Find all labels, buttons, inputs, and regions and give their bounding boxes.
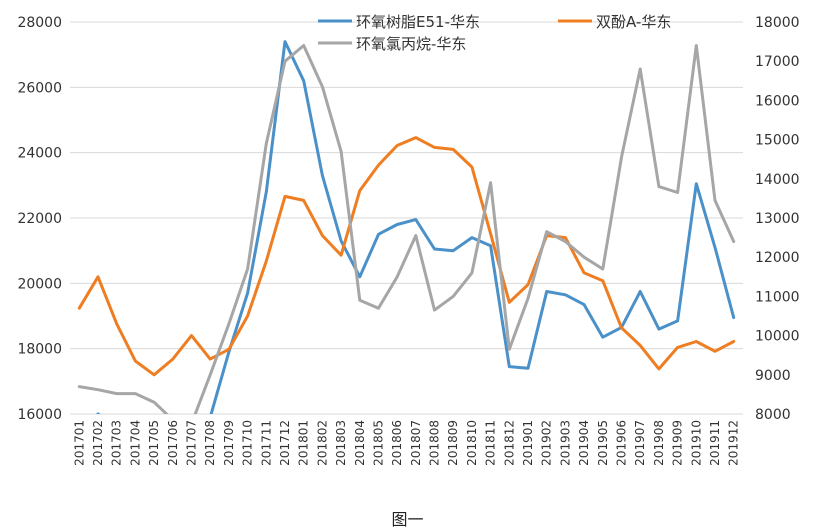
right-tick-label: 17000 xyxy=(755,54,800,70)
x-tick-label: 201809 xyxy=(446,420,460,466)
left-tick-label: 24000 xyxy=(17,146,62,162)
right-tick-label: 8000 xyxy=(755,407,791,423)
x-tick-label: 201709 xyxy=(222,420,236,466)
right-tick-label: 15000 xyxy=(755,133,800,149)
x-tick-label: 201802 xyxy=(315,420,329,466)
right-tick-label: 16000 xyxy=(755,93,800,109)
right-tick-label: 11000 xyxy=(755,289,800,305)
left-tick-label: 22000 xyxy=(17,211,62,227)
x-tick-label: 201907 xyxy=(633,420,647,466)
series-lines xyxy=(77,40,736,414)
x-tick-label: 201704 xyxy=(128,420,142,466)
x-tick-label: 201703 xyxy=(110,420,124,466)
legend-label: 双酚A-华东 xyxy=(596,13,671,31)
x-tick-label: 201812 xyxy=(502,420,516,466)
line-chart: 16000 18000 20000 22000 24000 26000 28000 8000… xyxy=(17,13,800,466)
x-tick-label: 201805 xyxy=(371,420,385,466)
left-axis-ticks: 16000 18000 20000 22000 24000 26000 28000 xyxy=(17,15,62,423)
x-tick-label: 201910 xyxy=(689,420,703,466)
x-tick-label: 201706 xyxy=(166,420,180,466)
x-tick-label: 201808 xyxy=(428,420,442,466)
x-tick-label: 201806 xyxy=(390,420,404,466)
x-tick-label: 201912 xyxy=(727,420,741,466)
legend-label: 环氧树脂E51-华东 xyxy=(356,13,480,31)
x-axis-ticks: 201701 201702 201703 201704 201705 201706 2017… xyxy=(72,420,740,466)
left-tick-label: 18000 xyxy=(17,342,62,358)
figure-caption: 图一 xyxy=(391,510,424,529)
x-tick-label: 201803 xyxy=(334,420,348,466)
x-tick-label: 201908 xyxy=(652,420,666,466)
series-line-0 xyxy=(96,40,736,414)
series-line-2 xyxy=(77,44,736,414)
x-tick-label: 201701 xyxy=(72,420,86,466)
right-axis-ticks: 8000 9000 10000 11000 12000 13000 14000 15000 16… xyxy=(755,15,800,423)
x-tick-label: 201707 xyxy=(185,420,199,466)
x-tick-label: 201911 xyxy=(708,420,722,466)
x-tick-label: 201705 xyxy=(147,420,161,466)
left-tick-label: 20000 xyxy=(17,276,62,292)
left-tick-label: 16000 xyxy=(17,407,62,423)
right-tick-label: 12000 xyxy=(755,250,800,266)
x-tick-label: 201810 xyxy=(465,420,479,466)
x-tick-label: 201811 xyxy=(484,420,498,466)
x-tick-label: 201904 xyxy=(577,420,591,466)
right-tick-label: 10000 xyxy=(755,329,800,345)
x-tick-label: 201901 xyxy=(521,420,535,466)
x-tick-label: 201712 xyxy=(278,420,292,466)
x-tick-label: 201711 xyxy=(259,420,273,466)
x-tick-label: 201801 xyxy=(297,420,311,466)
x-tick-label: 201906 xyxy=(614,420,628,466)
right-tick-label: 9000 xyxy=(755,368,791,384)
left-tick-label: 28000 xyxy=(17,15,62,31)
x-tick-label: 201702 xyxy=(91,420,105,466)
x-tick-label: 201903 xyxy=(558,420,572,466)
right-tick-label: 18000 xyxy=(755,15,800,31)
x-tick-label: 201710 xyxy=(241,420,255,466)
x-tick-label: 201902 xyxy=(540,420,554,466)
x-tick-label: 201708 xyxy=(203,420,217,466)
x-tick-label: 201807 xyxy=(409,420,423,466)
left-tick-label: 26000 xyxy=(17,80,62,96)
x-tick-label: 201909 xyxy=(671,420,685,466)
x-tick-label: 201804 xyxy=(353,420,367,466)
right-tick-label: 13000 xyxy=(755,211,800,227)
legend-label: 环氧氯丙烷-华东 xyxy=(356,35,466,53)
x-tick-label: 201905 xyxy=(596,420,610,466)
right-tick-label: 14000 xyxy=(755,172,800,188)
series-line-1 xyxy=(77,136,736,377)
